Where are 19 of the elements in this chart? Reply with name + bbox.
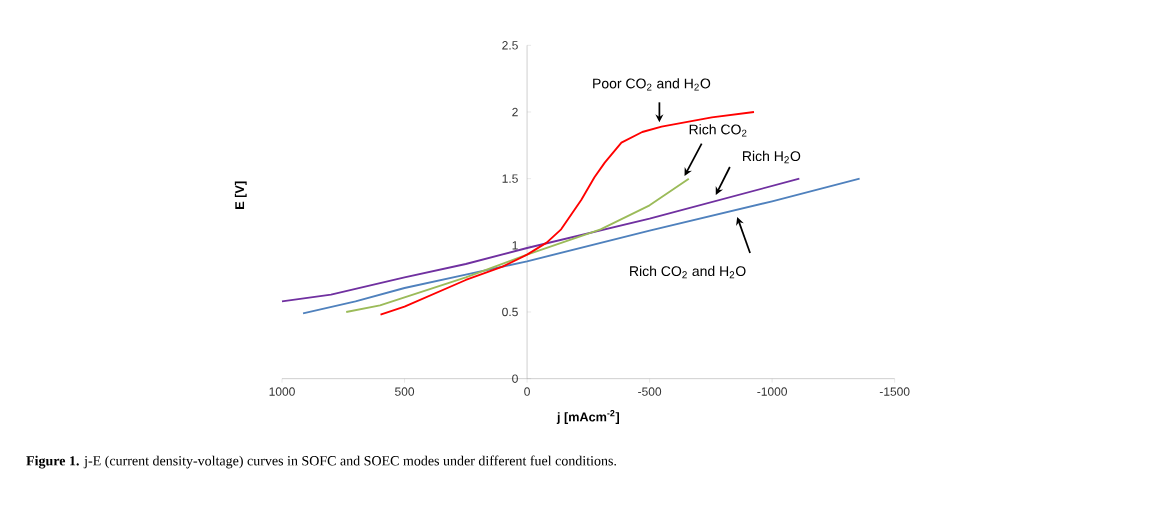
y-tick-label: 0.5 xyxy=(502,307,518,317)
x-tick-label: -1000 xyxy=(757,387,788,396)
x-tick-label: -1500 xyxy=(879,387,910,396)
annotation: Rich CO$_{2}$ and H$_{2}$O xyxy=(630,265,746,279)
y-tick-label: 2 xyxy=(512,107,518,117)
y-tick-label: 1 xyxy=(512,241,518,250)
annotation: Rich CO$_{2}$ xyxy=(689,124,747,137)
y-tick-label: 1.5 xyxy=(502,174,518,183)
x-tick-label: 1000 xyxy=(269,387,295,396)
x-tick-label: 500 xyxy=(395,387,415,396)
y-axis-title: E [V] xyxy=(234,181,247,209)
annotation: Rich H$_{2}$O xyxy=(743,150,801,164)
x-tick-label: 0 xyxy=(524,387,530,396)
x-axis-title: j [mAcm$^{-2}$] xyxy=(556,410,619,424)
annotation: Poor CO$_{2}$ and H$_{2}$O xyxy=(593,78,711,91)
y-tick-label: 0 xyxy=(512,374,518,383)
text: Figure 1. j-E (current density-voltage) curves in SOFC and SOEC modes under different fuel conditions. xyxy=(26,455,617,469)
x-tick-label: -500 xyxy=(638,387,662,396)
y-tick-label: 2.5 xyxy=(502,41,518,50)
